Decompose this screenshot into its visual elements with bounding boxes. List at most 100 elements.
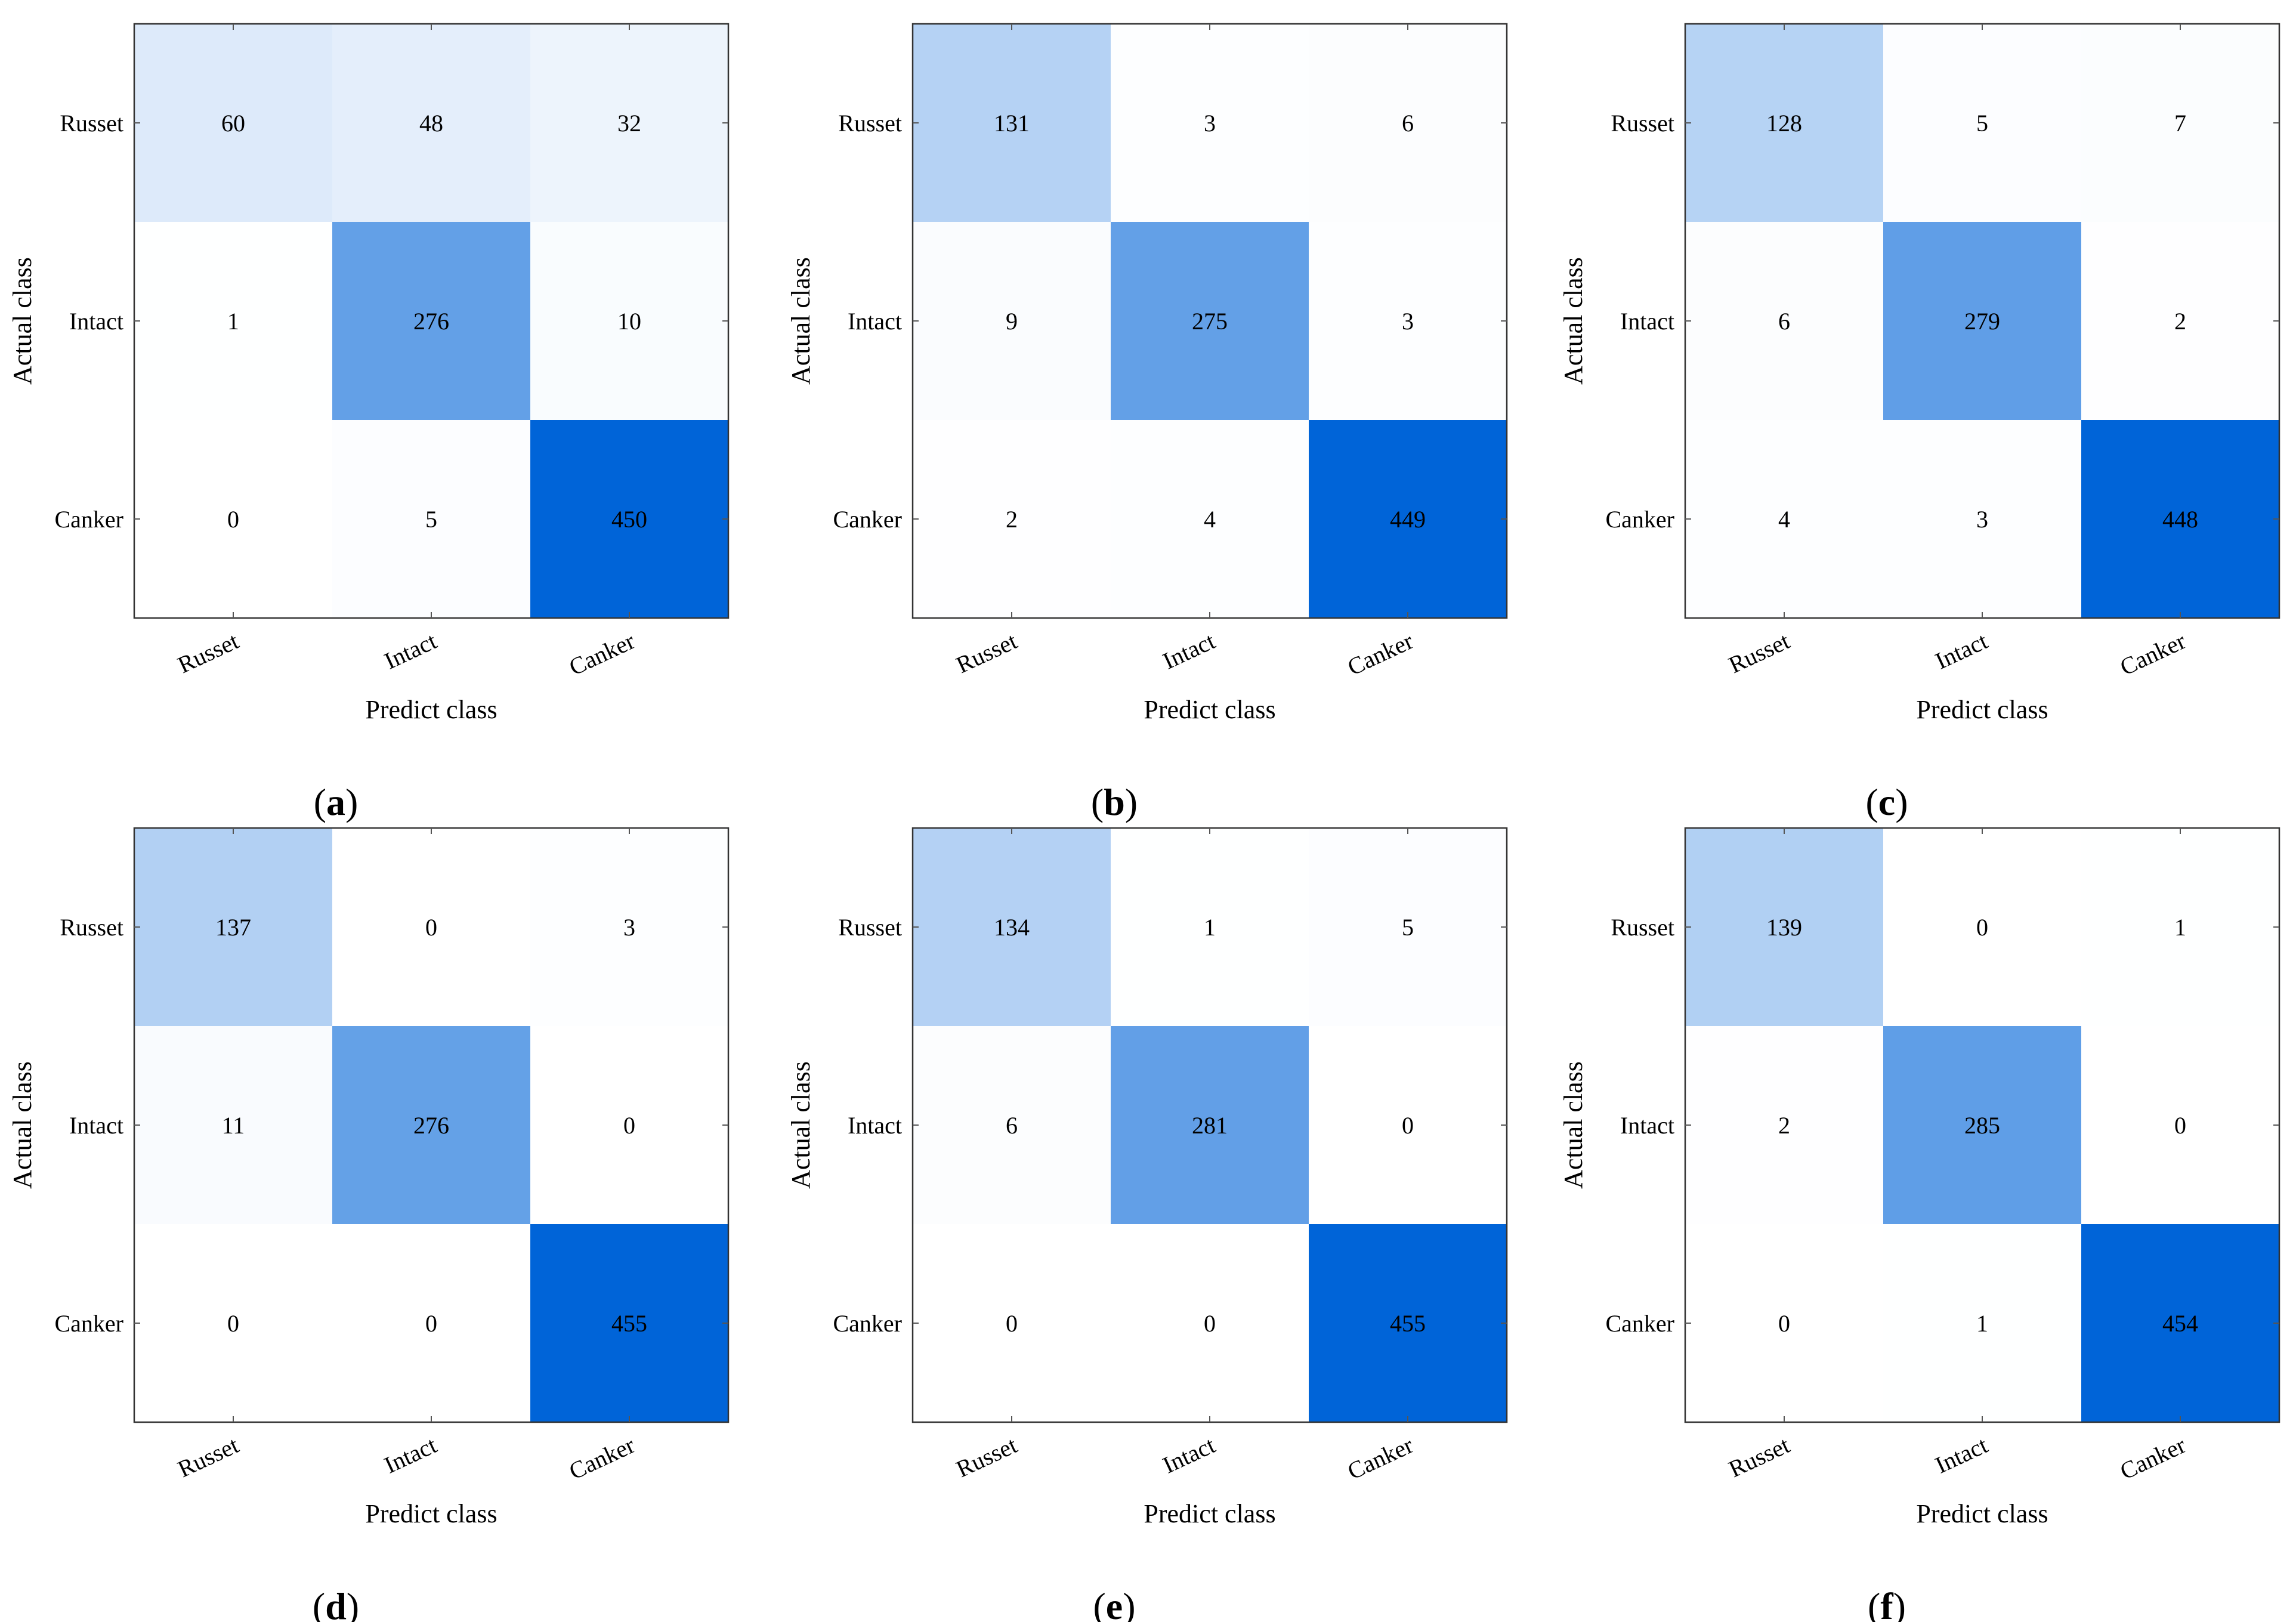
cell-intact-intact [1883, 1026, 2081, 1224]
cell-value: 134 [994, 914, 1030, 941]
cell-russet-canker [530, 24, 728, 222]
cell-value: 48 [419, 110, 443, 137]
x-tick-label-intact: Intact [1158, 627, 1219, 674]
y-tick-label-canker: Canker [833, 506, 902, 533]
cell-value: 3 [1204, 110, 1216, 137]
x-axis-label: Predict class [1144, 1499, 1275, 1528]
x-tick-label-canker: Canker [2116, 1431, 2190, 1485]
cell-canker-intact [332, 420, 530, 618]
cell-value: 0 [1778, 1310, 1790, 1337]
cell-value: 4 [1204, 506, 1216, 533]
cell-value: 9 [1006, 308, 1018, 335]
panel-label: (c) [1865, 781, 1908, 823]
cell-canker-canker [1309, 420, 1507, 618]
cell-russet-russet [1685, 24, 1883, 222]
cell-value: 0 [227, 1310, 239, 1337]
cell-canker-canker [2081, 1224, 2279, 1422]
cell-value: 6 [1402, 110, 1414, 137]
x-tick-label-russet: Russet [1725, 627, 1794, 678]
cell-canker-intact [1883, 420, 2081, 618]
x-tick-label-canker: Canker [1343, 627, 1417, 681]
cell-intact-russet [134, 222, 332, 420]
cell-russet-intact [332, 828, 530, 1026]
y-axis-label: Actual class [1559, 1061, 1588, 1189]
cell-russet-russet [913, 24, 1111, 222]
y-tick-label-russet: Russet [60, 914, 123, 941]
cell-russet-russet [134, 24, 332, 222]
cell-canker-russet [134, 1224, 332, 1422]
cell-value: 450 [611, 506, 647, 533]
x-tick-label-russet: Russet [174, 1431, 243, 1482]
panel-label: (f) [1868, 1585, 1906, 1622]
panel-label: (e) [1093, 1585, 1135, 1622]
cell-value: 5 [1976, 110, 1988, 137]
cell-canker-russet [134, 420, 332, 618]
cell-value: 32 [617, 110, 641, 137]
cell-canker-intact [332, 1224, 530, 1422]
cell-value: 3 [1976, 506, 1988, 533]
x-axis-label: Predict class [1916, 1499, 2048, 1528]
cell-value: 279 [1964, 308, 2000, 335]
y-tick-label-russet: Russet [60, 110, 123, 137]
y-tick-label-canker: Canker [54, 506, 123, 533]
cell-russet-canker [530, 828, 728, 1026]
cell-value: 0 [1006, 1310, 1018, 1337]
cell-value: 276 [413, 1112, 449, 1139]
cell-intact-intact [1883, 222, 2081, 420]
cell-intact-intact [332, 222, 530, 420]
cell-intact-canker [530, 222, 728, 420]
cell-value: 7 [2174, 110, 2186, 137]
y-tick-label-canker: Canker [1605, 506, 1674, 533]
x-tick-label-russet: Russet [1725, 1431, 1794, 1482]
cell-russet-intact [1111, 24, 1309, 222]
cell-russet-canker [2081, 24, 2279, 222]
cell-intact-intact [332, 1026, 530, 1224]
y-tick-label-canker: Canker [833, 1310, 902, 1337]
cell-value: 275 [1192, 308, 1228, 335]
y-tick-label-intact: Intact [848, 1112, 902, 1139]
cell-canker-russet [1685, 1224, 1883, 1422]
cell-value: 454 [2162, 1310, 2198, 1337]
x-tick-label-intact: Intact [1931, 1431, 1992, 1478]
x-tick-label-intact: Intact [380, 627, 441, 674]
cell-intact-canker [2081, 222, 2279, 420]
cell-canker-intact [1111, 420, 1309, 618]
y-tick-label-intact: Intact [69, 1112, 123, 1139]
cell-value: 6 [1006, 1112, 1018, 1139]
cell-value: 6 [1778, 308, 1790, 335]
x-tick-label-intact: Intact [1158, 1431, 1219, 1478]
y-tick-label-russet: Russet [1611, 914, 1674, 941]
cell-value: 281 [1192, 1112, 1228, 1139]
cell-russet-intact [1883, 24, 2081, 222]
y-tick-label-russet: Russet [1611, 110, 1674, 137]
cell-value: 128 [1766, 110, 1802, 137]
x-tick-label-russet: Russet [174, 627, 243, 678]
cell-russet-canker [1309, 828, 1507, 1026]
cell-value: 3 [623, 914, 635, 941]
cell-value: 0 [1976, 914, 1988, 941]
cell-intact-canker [2081, 1026, 2279, 1224]
cell-value: 0 [227, 506, 239, 533]
y-tick-label-intact: Intact [1620, 1112, 1674, 1139]
y-tick-label-russet: Russet [838, 914, 902, 941]
cell-intact-russet [134, 1026, 332, 1224]
y-axis-label: Actual class [786, 257, 815, 385]
cell-intact-intact [1111, 1026, 1309, 1224]
cell-intact-russet [1685, 222, 1883, 420]
cell-russet-canker [1309, 24, 1507, 222]
cell-canker-russet [913, 1224, 1111, 1422]
cell-value: 276 [413, 308, 449, 335]
x-tick-label-intact: Intact [380, 1431, 441, 1478]
panel-a: 60 48 32 1 276 10 0 5 450 Russet Intact Canker Russe… [8, 23, 730, 823]
x-axis-label: Predict class [365, 1499, 497, 1528]
cell-value: 11 [222, 1112, 245, 1139]
cell-value: 1 [227, 308, 239, 335]
cell-canker-intact [1111, 1224, 1309, 1422]
panel-label: (d) [313, 1585, 359, 1622]
cell-value: 3 [1402, 308, 1414, 335]
x-tick-label-canker: Canker [565, 1431, 639, 1485]
x-tick-label-intact: Intact [1931, 627, 1992, 674]
cell-value: 0 [2174, 1112, 2186, 1139]
x-tick-label-russet: Russet [952, 1431, 1021, 1482]
cell-canker-intact [1883, 1224, 2081, 1422]
